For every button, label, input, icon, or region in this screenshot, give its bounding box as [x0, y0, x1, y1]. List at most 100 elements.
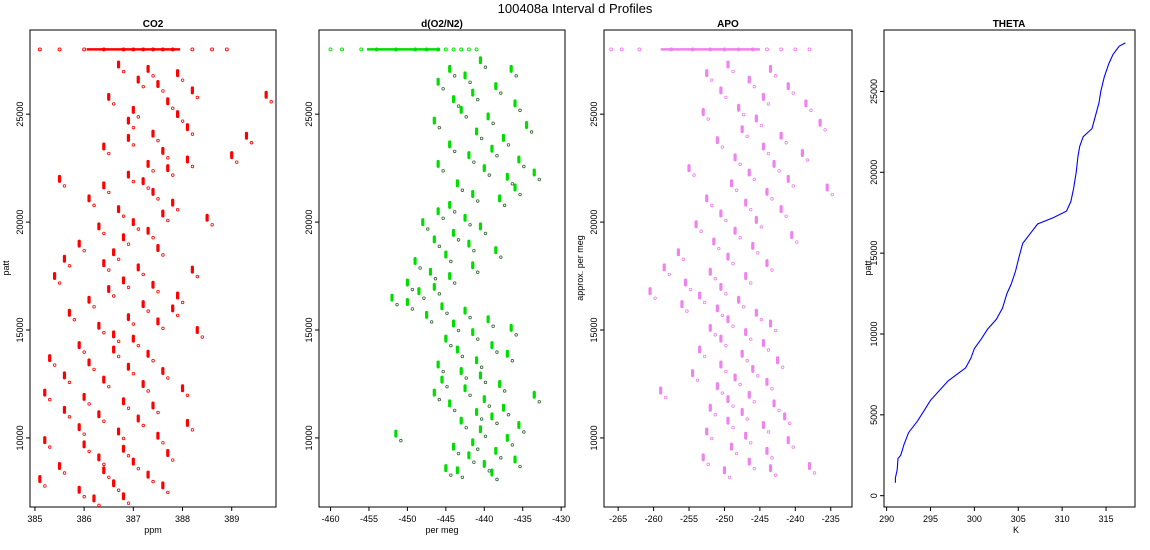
co2-point — [102, 462, 106, 467]
co2-point — [121, 492, 126, 501]
theta-ytick-label: 5000 — [869, 405, 879, 425]
theta-xtick-label: 295 — [923, 514, 938, 524]
o2n2-yticks: 10000 15000 20000 25000 — [304, 102, 319, 450]
co2-ytick-label: 25000 — [15, 102, 25, 127]
co2-point — [126, 362, 130, 371]
o2n2-point — [510, 443, 515, 447]
co2-point — [92, 305, 96, 309]
apo-point — [701, 108, 705, 117]
apo-point — [715, 136, 719, 145]
co2-point — [131, 125, 136, 130]
co2-point — [107, 92, 111, 101]
o2n2-point — [495, 421, 499, 426]
apo-point — [726, 315, 730, 324]
co2-point — [43, 436, 47, 445]
o2n2-point — [487, 469, 491, 473]
o2n2-point — [463, 384, 467, 393]
o2n2-point — [466, 47, 471, 52]
apo-point — [719, 86, 723, 95]
o2n2-point — [498, 194, 502, 203]
co2-point — [156, 289, 160, 294]
apo-point — [747, 75, 751, 84]
apo-point — [680, 300, 684, 309]
o2n2-point — [478, 425, 483, 434]
apo-point — [726, 416, 730, 425]
theta-ytick-label: 20000 — [869, 160, 879, 185]
o2n2-ytick-label: 25000 — [304, 102, 314, 127]
apo-ytick-label: 10000 — [589, 425, 599, 450]
apo-point — [715, 304, 719, 313]
o2n2-point — [452, 281, 457, 285]
co2-point — [180, 78, 185, 82]
co2-point — [161, 253, 165, 257]
apo-point — [780, 365, 785, 369]
co2-point — [244, 131, 249, 140]
co2-point — [156, 197, 160, 201]
co2-point — [126, 242, 131, 246]
o2n2-point — [451, 442, 456, 451]
co2-point — [131, 143, 136, 147]
co2-point — [156, 410, 160, 415]
apo-point — [754, 114, 758, 123]
apo-point — [770, 268, 774, 272]
co2-yticks: 10000 15000 20000 25000 — [15, 102, 30, 450]
co2-point — [67, 380, 72, 385]
o2n2-point — [482, 395, 486, 404]
o2n2-ytick-label: 20000 — [304, 210, 314, 235]
apo-point — [676, 248, 680, 257]
co2-point — [151, 280, 155, 289]
co2-ytick-label: 15000 — [15, 317, 25, 342]
apo-ylabel: approx. per meg — [575, 235, 585, 301]
o2n2-point — [410, 287, 415, 292]
o2n2-point — [445, 311, 449, 315]
apo-point — [722, 466, 727, 475]
co2-point — [190, 164, 195, 169]
apo-point — [759, 318, 764, 322]
co2-point — [102, 466, 106, 475]
co2-point — [190, 132, 195, 136]
apo-point — [719, 209, 723, 218]
co2-point — [92, 367, 96, 372]
o2n2-point — [441, 216, 445, 221]
apo-point — [648, 287, 652, 296]
apo-point — [783, 412, 787, 421]
co2-point — [141, 84, 145, 89]
o2n2-title: d(O2/N2) — [421, 19, 463, 30]
o2n2-xlabel: per meg — [425, 525, 458, 535]
co2-point — [116, 354, 121, 359]
co2-point — [235, 160, 239, 164]
co2-point — [82, 350, 86, 354]
co2-point — [121, 444, 126, 453]
apo-point — [773, 74, 778, 78]
apo-point — [795, 240, 799, 244]
co2-point — [141, 379, 145, 388]
o2n2-point — [513, 99, 517, 108]
co2-point — [176, 69, 180, 78]
o2n2-point — [405, 297, 410, 306]
co2-point — [53, 272, 57, 281]
o2n2-point — [463, 71, 467, 80]
apo-point — [759, 123, 764, 128]
o2n2-ytick-label: 10000 — [304, 425, 314, 450]
apo-point — [737, 103, 741, 112]
apo-point — [685, 309, 689, 313]
o2n2-point — [459, 416, 463, 425]
co2-point — [249, 141, 254, 145]
co2-point — [185, 155, 190, 164]
co2-ylabel: patt — [1, 260, 11, 276]
co2-point — [136, 343, 141, 348]
co2-point — [112, 102, 116, 106]
apo-point — [765, 259, 769, 268]
co2-point — [37, 47, 42, 52]
co2-point — [87, 358, 91, 367]
o2n2-point — [505, 172, 509, 181]
o2n2-point — [479, 417, 484, 421]
co2-xtick-label: 387 — [126, 514, 141, 524]
co2-point — [62, 405, 67, 414]
apo-point — [738, 382, 742, 387]
apo-point — [766, 102, 771, 106]
co2-point — [48, 397, 52, 402]
apo-point — [756, 251, 760, 255]
co2-point — [126, 406, 131, 410]
co2-point — [116, 205, 121, 214]
